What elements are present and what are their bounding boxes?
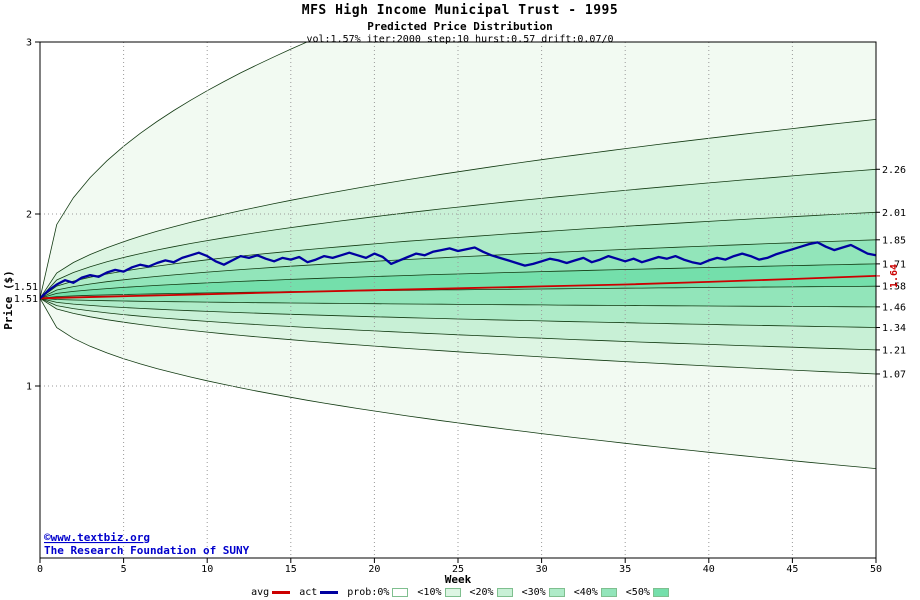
avg-line: [40, 275, 876, 300]
x-tick-label-5: 5: [121, 564, 127, 575]
band-lower-boundary-<50%: [40, 285, 876, 299]
band-upper-boundary-<10%: [40, 119, 876, 299]
start-price-label-act: 1.51: [14, 282, 38, 293]
x-tick-label-25: 25: [452, 564, 464, 575]
band-upper-boundary-<40%: [40, 239, 876, 299]
chart-simulation-params: vol:1.57% iter:2000 step:10 hurst:0.57 d…: [306, 34, 614, 45]
start-price-label-avg: 1.51: [14, 294, 38, 305]
y-axis-title: Price ($): [2, 270, 15, 330]
y-tick-label-3: 3: [26, 38, 32, 49]
legend-item-20: <20%: [470, 587, 513, 598]
right-price-label-1.85: 1.85: [882, 235, 906, 246]
legend-item-prob0: prob:0%: [347, 587, 409, 598]
x-tick-label-15: 15: [285, 564, 297, 575]
avg-end-price-label: 1.64: [889, 264, 900, 288]
chart-header: MFS High Income Municipal Trust - 1995 P…: [0, 3, 920, 45]
x-tick-label-50: 50: [870, 564, 882, 575]
legend-label: <10%: [417, 587, 442, 598]
chart-legend: avg act prob:0% <10% <20% <30% <40% <50%: [0, 587, 920, 598]
right-price-label-1.71: 1.71: [882, 259, 906, 270]
chart-subtitle: Predicted Price Distribution: [367, 20, 553, 33]
legend-line-swatch: [272, 591, 291, 594]
y-tick-label-1: 1: [26, 382, 32, 393]
legend-item-50: <50%: [626, 587, 669, 598]
legend-item-40: <40%: [574, 587, 617, 598]
x-tick-label-45: 45: [786, 564, 798, 575]
right-price-label-1.34: 1.34: [882, 323, 906, 334]
x-tick-label-10: 10: [201, 564, 213, 575]
legend-item-act: act: [299, 587, 339, 598]
right-price-label-1.58: 1.58: [882, 282, 906, 293]
x-tick-label-0: 0: [37, 564, 43, 575]
band-upper-boundary-<20%: [40, 168, 876, 299]
legend-box-swatch: [600, 588, 617, 597]
act-line: [40, 241, 876, 300]
y-tick-label-2: 2: [26, 210, 32, 221]
legend-label: <40%: [573, 587, 598, 598]
x-tick-label-40: 40: [703, 564, 715, 575]
gridlines: [40, 42, 876, 558]
legend-box-swatch: [444, 588, 461, 597]
x-tick-label-35: 35: [619, 564, 631, 575]
legend-label: <30%: [521, 587, 546, 598]
legend-item-30: <30%: [522, 587, 565, 598]
data-series: [40, 241, 876, 300]
legend-box-swatch: [496, 588, 513, 597]
copyright-link[interactable]: ©www.textbiz.org: [44, 531, 150, 544]
band-fill-<50%: [40, 263, 876, 299]
legend-line-swatch: [320, 591, 339, 594]
x-tick-label-20: 20: [368, 564, 380, 575]
right-price-label-2.26: 2.26: [882, 165, 906, 176]
legend-label: prob:0%: [347, 587, 390, 598]
legend-item-avg: avg: [251, 587, 291, 598]
legend-label: <20%: [469, 587, 494, 598]
legend-box-swatch: [652, 588, 669, 597]
right-price-label-2.01: 2.01: [882, 208, 906, 219]
legend-label: act: [299, 587, 318, 598]
right-price-label-1.46: 1.46: [882, 302, 906, 313]
chart-title: MFS High Income Municipal Trust - 1995: [301, 3, 619, 18]
right-price-label-1.07: 1.07: [882, 369, 906, 380]
band-upper-boundary-prob:0%: [40, 42, 309, 299]
legend-label: avg: [251, 587, 270, 598]
right-price-label-1.21: 1.21: [882, 345, 906, 356]
axes: [35, 41, 880, 563]
legend-box-swatch: [392, 588, 409, 597]
copyright-org: The Research Foundation of SUNY: [44, 544, 250, 557]
x-tick-label-30: 30: [536, 564, 548, 575]
legend-label: <50%: [625, 587, 650, 598]
axis-labels: 0 5 10 15 20 25 30 35 40 45 501232.262.011.851.711…: [26, 38, 906, 576]
band-lower-boundary-<40%: [40, 297, 876, 308]
legend-item-10: <10%: [417, 587, 461, 598]
legend-box-swatch: [548, 588, 565, 597]
band-lower-boundary-<10%: [40, 297, 876, 375]
x-axis-title: Week: [445, 573, 472, 586]
band-upper-boundary-<30%: [40, 211, 876, 299]
